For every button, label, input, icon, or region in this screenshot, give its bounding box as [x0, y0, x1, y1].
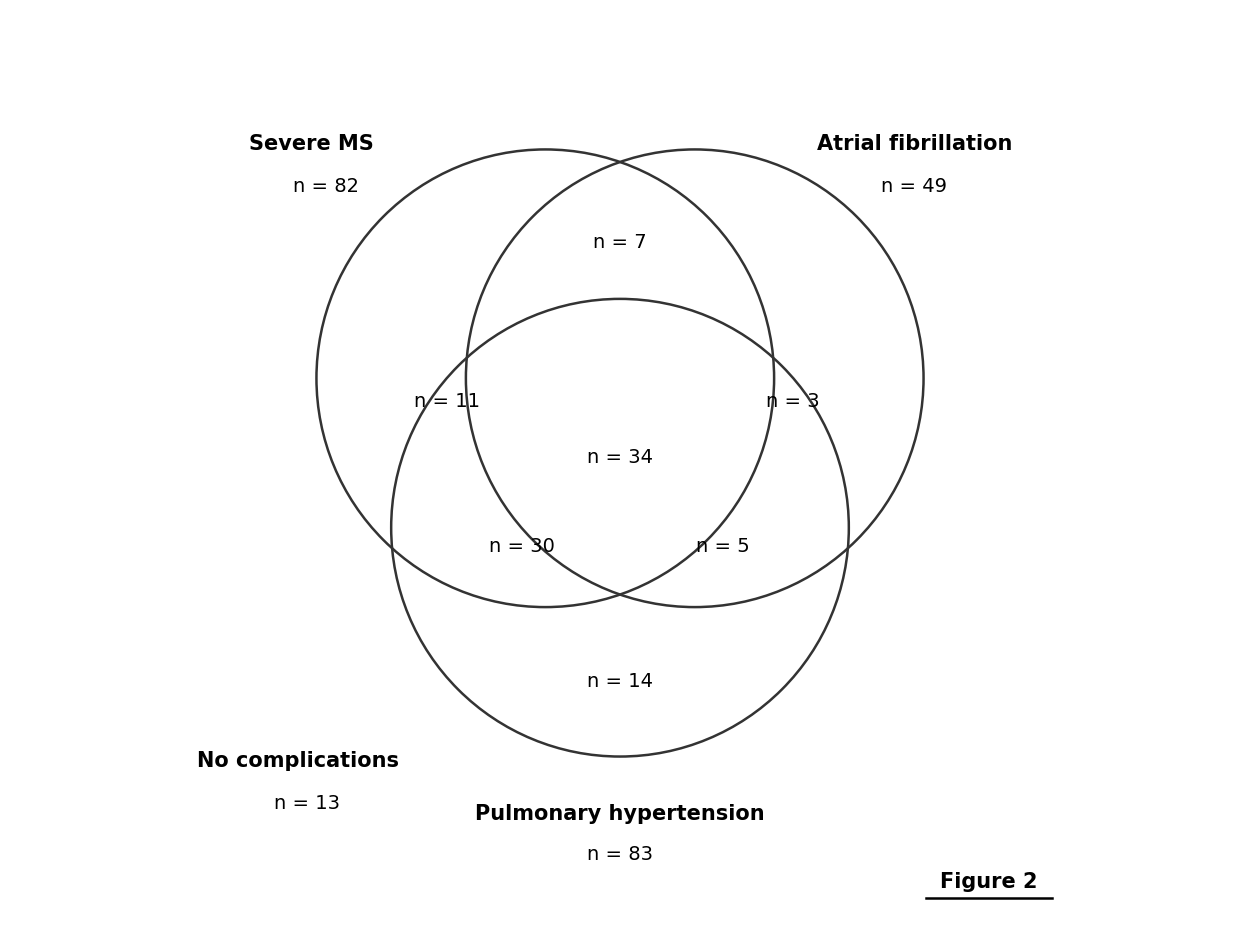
Text: n = 3: n = 3 — [766, 392, 820, 411]
Text: n = 5: n = 5 — [696, 537, 750, 556]
Text: Pulmonary hypertension: Pulmonary hypertension — [475, 804, 765, 824]
Text: n = 14: n = 14 — [587, 672, 653, 691]
Text: Severe MS: Severe MS — [249, 134, 374, 154]
Text: n = 82: n = 82 — [293, 177, 358, 196]
Text: Figure 2: Figure 2 — [940, 872, 1038, 892]
Text: n = 83: n = 83 — [587, 845, 653, 864]
Text: n = 30: n = 30 — [489, 537, 554, 556]
Text: n = 11: n = 11 — [414, 392, 480, 411]
Text: n = 7: n = 7 — [593, 234, 647, 252]
Text: Atrial fibrillation: Atrial fibrillation — [816, 134, 1012, 154]
Text: n = 13: n = 13 — [274, 794, 340, 813]
Text: n = 34: n = 34 — [587, 448, 653, 467]
Text: No complications: No complications — [197, 751, 399, 771]
Text: n = 49: n = 49 — [882, 177, 947, 196]
